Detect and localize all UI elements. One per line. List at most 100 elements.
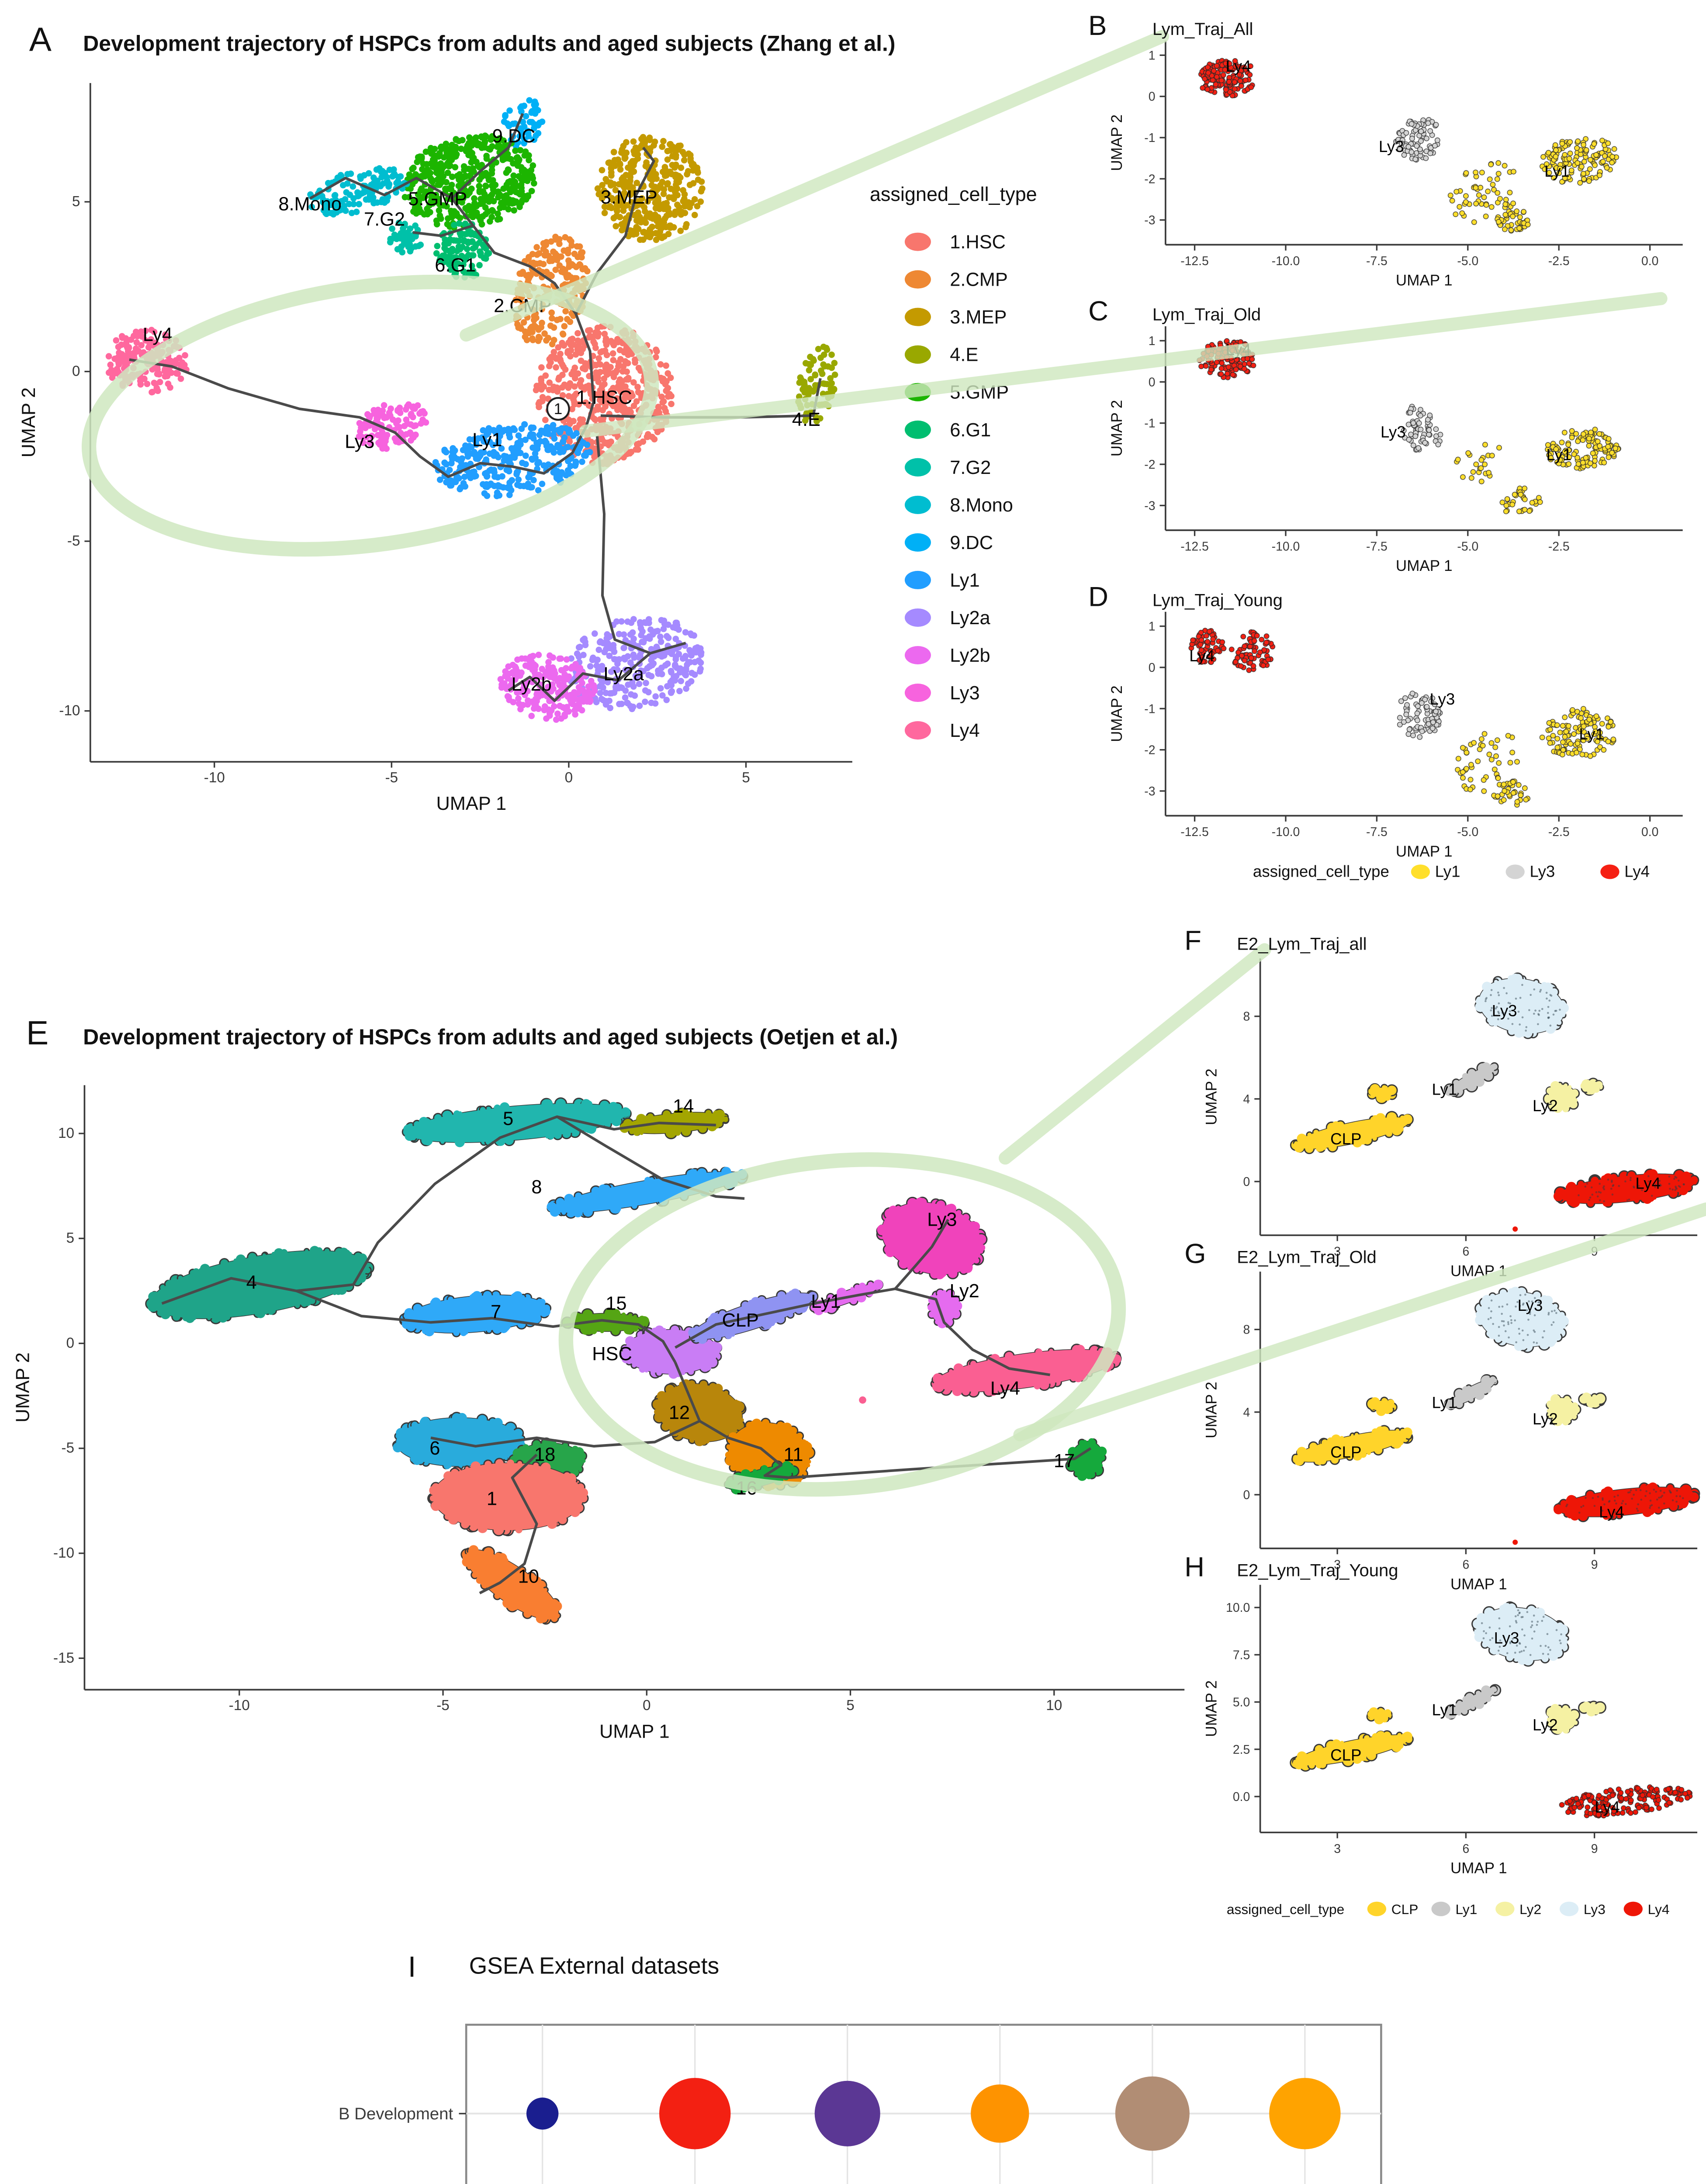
y-tick-label: 5 (72, 194, 80, 210)
cluster-CLP (1290, 1730, 1414, 1772)
trajectory (674, 1362, 729, 1439)
x-tick-label: -10.0 (1272, 540, 1300, 554)
connector-beam (999, 943, 1271, 1165)
cluster-7.G2 (387, 219, 424, 256)
x-tick-label: 0.0 (1641, 825, 1658, 839)
cluster-label-Ly3: Ly3 (927, 1209, 957, 1230)
x-axis-title: UMAP 1 (436, 793, 507, 814)
x-axis-title: UMAP 1 (1396, 272, 1453, 289)
panel-A: -10 -5 0 5 5 0 -5 -10 UMAP 1 UMAP 2 9.DC 5.GMP 8.Mon… (18, 83, 852, 814)
legend-swatch-Ly4 (1623, 1901, 1643, 1916)
y-tick-label: -5 (61, 1440, 74, 1456)
legend-label-7.G2: 7.G2 (950, 457, 991, 478)
cluster-Ly1-trail (1447, 160, 1516, 225)
panel-G: 3 6 9 8 4 0 UMAP 1 UMAP 2 CLP Ly1 Ly2 Ly3 Ly4 (1203, 1272, 1700, 1593)
cluster-Ly1-tail (1491, 778, 1531, 808)
x-tick-label: -2.5 (1548, 254, 1570, 268)
cluster-Ly3 (1474, 972, 1569, 1039)
cluster-label-Ly1: Ly1 (1432, 1393, 1457, 1411)
x-tick-label: -5 (436, 1697, 450, 1714)
legend-title: assigned_cell_type (1253, 863, 1389, 881)
y-axis-title: UMAP 2 (13, 1352, 34, 1423)
cluster-CLP-b (1367, 1083, 1398, 1104)
stray-dot (859, 1396, 866, 1404)
cluster-Ly3 (1474, 1286, 1569, 1353)
legend-swatch-Ly4 (1600, 864, 1619, 879)
cluster-label-11: 11 (783, 1444, 803, 1465)
cluster-label-Ly3: Ly3 (1494, 1629, 1519, 1647)
legend-label-2.CMP: 2.CMP (950, 270, 1007, 290)
connector-beam (579, 292, 1668, 438)
panel-I: B DevelopmentCLPLy4Ext1_CLPExt1_Ly4Ext2_… (339, 2024, 1382, 2184)
legend-swatch-Ly3 (1559, 1901, 1579, 1916)
legend-label-Ly1: Ly1 (1435, 863, 1460, 881)
cluster-Ly3 (876, 1196, 988, 1280)
cluster-6.G1 (433, 220, 492, 281)
x-tick-label: 0 (565, 770, 573, 786)
y-tick-label: 5.0 (1233, 1696, 1250, 1710)
cluster-label-Ly1: Ly1 (1579, 725, 1604, 743)
cluster-label-Ly1: Ly1 (1544, 162, 1570, 180)
trajectory (595, 435, 686, 655)
x-tick-label: -10 (229, 1697, 250, 1714)
legend-label-Ly3: Ly3 (1584, 1901, 1606, 1917)
legend-swatch-3.MEP (904, 308, 931, 326)
panel-f-title: E2_Lym_Traj_all (1237, 933, 1367, 954)
cluster-label-4: 4 (246, 1272, 257, 1293)
cluster-label-Ly3: Ly3 (1381, 423, 1406, 441)
x-tick-label: 9 (1591, 1558, 1598, 1572)
panel-b-label: B (1088, 11, 1107, 42)
cluster-CLP-b (1366, 1396, 1398, 1416)
panel-B: -12.5 -10.0 -7.5 -5.0 -2.5 0.0 1 0 -1 -2 -3 UMAP 1 U… (1108, 41, 1683, 289)
y-axis-title: UMAP 2 (1108, 400, 1125, 457)
panel-f-label: F (1184, 926, 1201, 957)
panel-D: -12.5 -10.0 -7.5 -5.0 -2.5 0.0 1 0 -1 -2 -3 UMAP 1 U… (1108, 612, 1683, 860)
y-tick-label: -3 (1144, 499, 1155, 513)
x-tick-label: 5 (846, 1697, 855, 1714)
y-tick-label: 5 (66, 1230, 75, 1246)
cluster-label-12: 12 (669, 1402, 690, 1423)
legend-swatch-Ly3 (1505, 864, 1525, 879)
y-tick-label: 0 (1243, 1175, 1250, 1189)
cluster-Ly2 (1546, 1394, 1581, 1426)
x-axis-title: UMAP 1 (1450, 1860, 1507, 1877)
cluster-label-5: 5 (503, 1109, 513, 1130)
cluster-label-Ly2a: Ly2a (603, 664, 644, 685)
x-tick-label: 6 (1463, 1245, 1470, 1259)
legend-swatch-Ly2a (904, 608, 931, 627)
legend-label-3.MEP: 3.MEP (950, 307, 1007, 328)
cluster-label-Ly3: Ly3 (1379, 138, 1404, 156)
cluster-Ly2b (497, 651, 598, 723)
x-tick-label: -10.0 (1272, 254, 1300, 268)
x-tick-label: -2.5 (1548, 825, 1570, 839)
cluster-3.MEP (594, 134, 706, 243)
x-tick-label: -5 (385, 770, 398, 786)
cluster-label-Ly4: Ly4 (1635, 1175, 1661, 1192)
trajectory (675, 1287, 896, 1349)
y-axis-title: UMAP 2 (1203, 1680, 1220, 1737)
x-tick-label: -12.5 (1180, 540, 1209, 554)
plot-border (465, 2024, 1382, 2184)
cluster-label-Ly2: Ly2 (1533, 1716, 1558, 1734)
y-tick-label: 8 (1243, 1010, 1250, 1024)
panel-h-label: H (1184, 1552, 1204, 1583)
legend-swatch-7.G2 (904, 458, 931, 477)
legend-label-CLP: CLP (1391, 1901, 1419, 1917)
panel-c-label: C (1088, 297, 1108, 328)
trajectory (479, 1453, 538, 1594)
legend-title: assigned_cell_type (1227, 1901, 1344, 1917)
trajectory (430, 1420, 700, 1448)
legend-title: assigned_cell_type (870, 183, 1037, 205)
y-axis-title: UMAP 2 (1203, 1068, 1220, 1125)
panel-g-title: E2_Lym_Traj_Old (1237, 1247, 1377, 1268)
highlight-ellipse-A (81, 274, 659, 557)
cluster-10 (460, 1545, 562, 1625)
legend-swatch-Ly1 (904, 570, 931, 589)
cluster-label-CLP: CLP (1330, 1443, 1361, 1461)
cluster-label-Ly3: Ly3 (345, 431, 374, 452)
cluster-Ly1-tail (1499, 485, 1543, 515)
y-tick-label: 0 (66, 1335, 75, 1351)
x-axis-title: UMAP 1 (599, 1721, 670, 1742)
highlight-ellipse-E (558, 1152, 1126, 1497)
